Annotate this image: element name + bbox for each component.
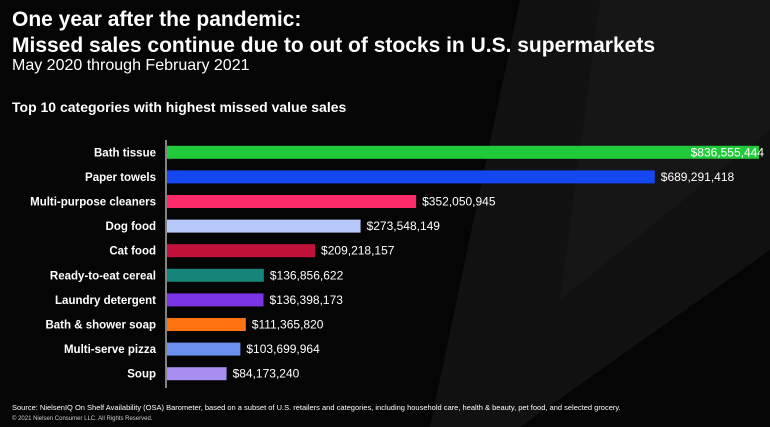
bar bbox=[167, 318, 246, 331]
bar-value-label: $352,050,945 bbox=[422, 195, 496, 209]
bar-value-label: $689,291,418 bbox=[661, 170, 735, 184]
bar-value-label: $836,555,444 bbox=[691, 145, 765, 159]
bar bbox=[167, 170, 655, 184]
category-label: Soup bbox=[127, 369, 156, 381]
bar-value-label: $103,699,964 bbox=[246, 342, 320, 356]
bar bbox=[167, 367, 227, 381]
bar bbox=[167, 219, 361, 233]
bar bbox=[167, 195, 417, 208]
page-title-line2: Missed sales continue due to out of stoc… bbox=[12, 34, 655, 57]
bar-value-label: $136,856,622 bbox=[270, 268, 344, 282]
bar bbox=[167, 244, 316, 258]
bar-chart: Bath tissue $836,555,444 Paper towels $689,… bbox=[30, 140, 765, 388]
category-label: Ready-to-eat cereal bbox=[50, 270, 156, 282]
source-note: Source: NielsenIQ On Shelf Availability … bbox=[12, 403, 621, 412]
page-title-line1: One year after the pandemic: bbox=[12, 8, 302, 31]
bar bbox=[167, 342, 241, 356]
page-subtitle: May 2020 through February 2021 bbox=[12, 57, 250, 74]
bar-value-label: $273,548,149 bbox=[367, 219, 441, 233]
bar bbox=[167, 145, 759, 159]
bar bbox=[167, 268, 264, 282]
category-label: Laundry detergent bbox=[55, 295, 156, 307]
category-label: Bath & shower soap bbox=[45, 320, 156, 332]
category-label: Cat food bbox=[109, 246, 156, 258]
category-label: Multi-purpose cleaners bbox=[30, 197, 156, 209]
category-label: Multi-serve pizza bbox=[64, 344, 157, 356]
category-label: Dog food bbox=[106, 221, 156, 233]
category-label: Bath tissue bbox=[94, 147, 156, 159]
chart-heading: Top 10 categories with highest missed va… bbox=[12, 99, 347, 115]
bar-value-label: $111,365,820 bbox=[252, 318, 324, 332]
bar-value-label: $84,173,240 bbox=[233, 367, 300, 381]
category-label: Paper towels bbox=[85, 172, 156, 184]
bar-value-label: $136,398,173 bbox=[270, 293, 344, 307]
copyright-note: © 2021 Nielsen Consumer LLC. All Rights … bbox=[12, 416, 153, 422]
bar-value-label: $209,218,157 bbox=[321, 244, 395, 258]
bar bbox=[167, 293, 264, 307]
